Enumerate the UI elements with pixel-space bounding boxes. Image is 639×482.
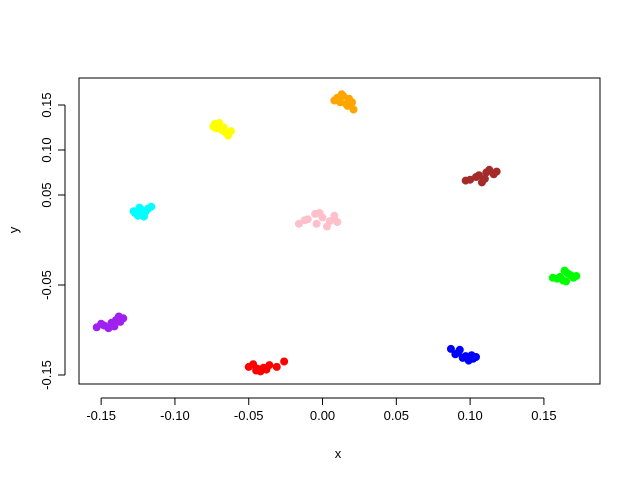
plot-frame (78, 77, 601, 385)
data-point (262, 365, 271, 374)
y-tick-label: -0.05 (39, 270, 54, 300)
data-point (110, 322, 119, 331)
x-tick-label: 0.15 (531, 408, 556, 423)
data-point (294, 219, 303, 228)
data-point (312, 219, 321, 228)
y-tick-label: 0.05 (39, 182, 54, 207)
cluster (548, 266, 581, 286)
data-point (343, 101, 352, 110)
data-point (333, 218, 342, 226)
data-point (562, 277, 571, 286)
data-point (330, 96, 339, 105)
x-tick-label: -0.10 (160, 408, 190, 423)
data-point (135, 203, 144, 212)
data-point (485, 165, 494, 174)
x-tick-label: 0.00 (310, 408, 335, 423)
data-point (322, 222, 331, 231)
data-point (548, 273, 557, 282)
data-point (253, 364, 262, 373)
data-point (330, 211, 339, 220)
data-point (560, 266, 569, 275)
data-point (455, 345, 464, 354)
points-layer (92, 90, 581, 376)
data-point (147, 202, 156, 211)
x-tick-label: -0.05 (234, 408, 264, 423)
x-tick-label: 0.05 (384, 408, 409, 423)
y-tick-label: 0.10 (39, 137, 54, 162)
x-axis: -0.15 -0.10 -0.05 0.00 0.05 0.10 0.15 (86, 397, 557, 423)
data-point (446, 344, 455, 353)
data-point (139, 212, 148, 221)
data-point (209, 122, 218, 131)
cluster (461, 165, 501, 187)
data-point (467, 351, 476, 360)
data-point (337, 90, 346, 99)
data-point (129, 207, 138, 216)
y-axis-label: y (6, 226, 21, 233)
data-point (97, 319, 106, 328)
data-point (300, 216, 309, 225)
data-point (572, 272, 581, 280)
data-point (566, 271, 575, 280)
data-point (219, 123, 228, 132)
cluster (244, 357, 289, 376)
cluster (209, 119, 236, 140)
data-point (349, 105, 358, 114)
cluster (92, 312, 128, 333)
data-point (272, 362, 281, 371)
data-point (114, 312, 123, 321)
y-axis: -0.15 -0.05 0.05 0.10 0.15 (39, 92, 66, 390)
data-point (492, 167, 501, 176)
x-axis-label: x (335, 446, 342, 461)
cluster (294, 209, 342, 231)
data-point (280, 357, 289, 366)
data-point (227, 127, 236, 136)
cluster (330, 90, 358, 114)
y-tick-label: 0.15 (39, 92, 54, 117)
cluster (129, 202, 156, 221)
x-tick-label: 0.10 (457, 408, 482, 423)
data-point (315, 209, 324, 217)
cluster (446, 344, 481, 365)
data-point (472, 173, 481, 181)
x-tick-label: -0.15 (86, 408, 116, 423)
data-point (477, 178, 486, 187)
data-point (461, 176, 470, 185)
y-tick-label: -0.15 (39, 360, 54, 390)
